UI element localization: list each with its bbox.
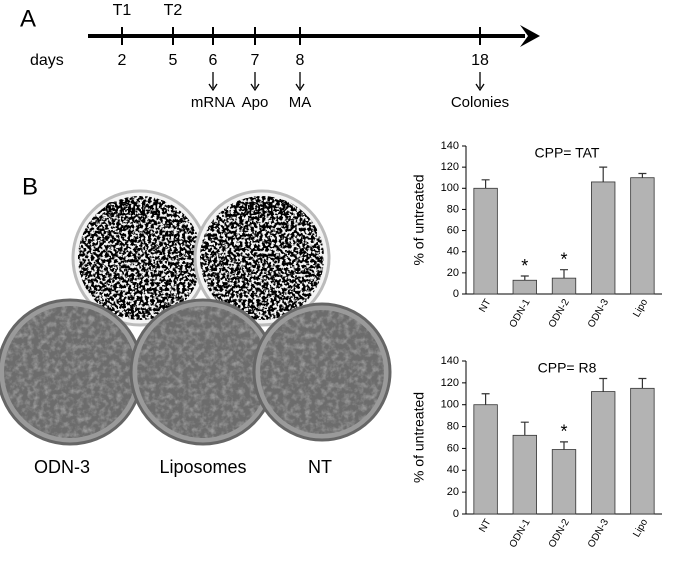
x-tick-label: NT — [477, 517, 493, 534]
treatment-label: T2 — [164, 2, 183, 19]
x-tick-label: ODN-2 — [547, 517, 572, 550]
x-tick-label: ODN-2 — [547, 297, 572, 330]
timeline-arrow — [520, 25, 540, 47]
y-axis-label: % of untreated — [411, 174, 427, 265]
bar — [512, 279, 537, 295]
y-tick-label: 40 — [447, 464, 459, 476]
y-tick-label: 60 — [447, 224, 459, 236]
x-tick-label: NT — [477, 297, 493, 314]
x-tick-label: ODN-3 — [586, 297, 611, 330]
day-label: 5 — [169, 52, 178, 69]
error-bar — [520, 275, 529, 281]
plates — [0, 189, 392, 446]
event-label: MA — [289, 94, 312, 111]
x-tick-label: Lipo — [631, 517, 650, 539]
plate-colonies — [137, 306, 269, 438]
day-label: 8 — [296, 52, 305, 69]
error-bar — [560, 441, 568, 450]
y-tick-label: 20 — [447, 267, 459, 279]
significance-marker: * — [560, 422, 567, 442]
y-tick-label: 80 — [447, 420, 459, 432]
significance-marker: * — [560, 249, 567, 269]
event-label: mRNA — [191, 94, 235, 111]
event-arrowhead — [250, 83, 260, 92]
plate-label: ODN-2 — [234, 199, 290, 219]
y-tick-label: 20 — [447, 486, 459, 498]
bar — [551, 277, 577, 295]
y-tick-label: 0 — [453, 508, 459, 520]
y-tick-label: 140 — [441, 355, 459, 367]
y-tick-label: 80 — [447, 203, 459, 215]
chart-title: CPP= TAT — [535, 145, 600, 161]
y-tick-label: 120 — [441, 161, 459, 173]
plate-colonies — [200, 196, 324, 320]
axis-label: days — [30, 52, 64, 69]
day-label: 18 — [471, 52, 489, 69]
bar — [591, 391, 616, 515]
plate-label: ODN-1 — [105, 199, 161, 219]
bar — [473, 187, 498, 295]
y-tick-label: 100 — [441, 399, 459, 411]
bar — [630, 177, 655, 295]
error-bar — [520, 421, 529, 436]
bar — [591, 181, 616, 295]
error-bar — [638, 172, 647, 178]
x-tick-label: Lipo — [631, 297, 650, 319]
plate-label: ODN-3 — [34, 457, 90, 477]
panel-label: A — [20, 5, 36, 32]
y-tick-label: 60 — [447, 442, 459, 454]
event-arrowhead — [475, 83, 485, 92]
error-bar — [560, 269, 568, 279]
event-arrowhead — [208, 83, 218, 92]
plate-label: Liposomes — [159, 457, 246, 477]
x-tick-label: ODN-1 — [508, 517, 533, 550]
y-tick-label: 100 — [441, 182, 459, 194]
error-bar — [599, 166, 608, 182]
event-label: Apo — [242, 94, 269, 111]
event-arrowhead — [295, 83, 305, 92]
x-tick-label: ODN-1 — [508, 297, 533, 330]
error-bar — [599, 377, 608, 392]
chart-title: CPP= R8 — [538, 360, 597, 376]
plate-colonies — [260, 310, 384, 434]
x-tick-label: ODN-3 — [586, 517, 611, 550]
error-bar — [481, 393, 490, 405]
bar — [473, 404, 498, 515]
event-label: Colonies — [451, 94, 509, 111]
treatment-label: T1 — [113, 2, 132, 19]
plate-colonies — [78, 196, 202, 320]
day-label: 2 — [118, 52, 127, 69]
y-tick-label: 0 — [453, 288, 459, 300]
plate-label: NT — [308, 457, 332, 477]
y-axis-label: % of untreated — [411, 392, 427, 483]
panel-label: B — [22, 173, 38, 200]
y-tick-label: 120 — [441, 377, 459, 389]
error-bar — [481, 179, 490, 189]
day-label: 7 — [251, 52, 260, 69]
plate-colonies — [4, 306, 136, 438]
bar — [512, 434, 537, 515]
bar — [630, 387, 655, 515]
error-bar — [638, 377, 647, 389]
significance-marker: * — [521, 256, 528, 276]
y-tick-label: 40 — [447, 246, 459, 258]
day-label: 6 — [209, 52, 218, 69]
y-tick-label: 140 — [441, 140, 459, 152]
bar — [551, 449, 577, 515]
